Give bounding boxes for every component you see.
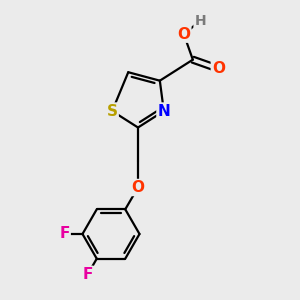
Text: O: O (131, 180, 145, 195)
Text: O: O (212, 61, 225, 76)
Text: S: S (107, 103, 118, 118)
Text: N: N (158, 103, 170, 118)
Text: F: F (59, 226, 70, 242)
Text: O: O (177, 27, 190, 42)
Text: H: H (194, 14, 206, 28)
Text: F: F (82, 267, 93, 282)
